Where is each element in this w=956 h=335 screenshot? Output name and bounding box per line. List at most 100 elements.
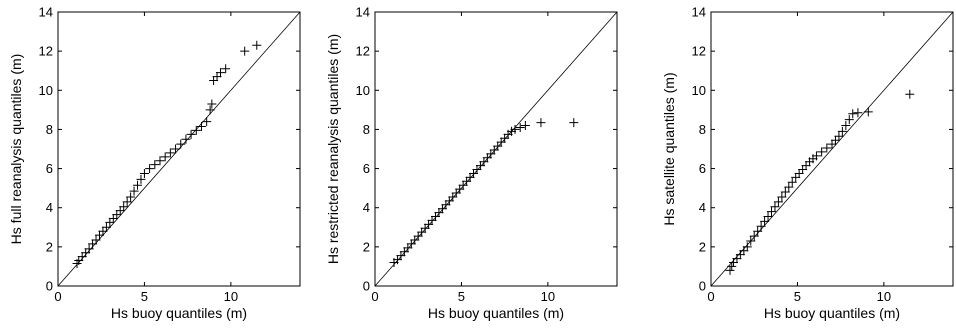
data-point <box>817 147 827 157</box>
y-tick-label: 8 <box>699 122 706 137</box>
x-tick-label: 5 <box>458 289 465 304</box>
x-axis-label: Hs buoy quantiles (m) <box>428 305 564 321</box>
data-point <box>520 121 530 131</box>
plot-frame <box>374 11 618 287</box>
plot-frame <box>57 11 301 287</box>
data-point <box>905 89 915 99</box>
x-tick-label: 0 <box>707 289 714 304</box>
y-tick-label: 8 <box>46 122 53 137</box>
data-point <box>160 152 170 162</box>
x-tick-label: 5 <box>794 289 801 304</box>
data-point <box>176 139 186 149</box>
data-point <box>186 129 196 139</box>
y-tick-label: 0 <box>46 279 53 294</box>
data-point <box>837 126 847 136</box>
data-point <box>760 216 770 226</box>
data-point <box>122 197 132 207</box>
data-point <box>727 261 737 271</box>
x-axis-label: Hs buoy quantiles (m) <box>111 305 247 321</box>
x-tick-label: 10 <box>877 289 891 304</box>
y-tick-label: 14 <box>356 5 370 20</box>
data-point <box>569 118 579 128</box>
data-point <box>746 236 756 246</box>
data-point <box>165 148 175 158</box>
data-point <box>202 117 212 127</box>
data-point <box>145 164 155 174</box>
y-tick-label: 12 <box>692 44 706 59</box>
data-point <box>84 244 94 254</box>
data-point <box>773 197 783 207</box>
data-point <box>822 143 832 153</box>
data-point <box>133 180 143 190</box>
data-point <box>119 202 129 212</box>
data-point <box>91 235 101 245</box>
y-tick-label: 6 <box>699 161 706 176</box>
data-point <box>784 182 794 192</box>
data-point <box>126 192 136 202</box>
data-point <box>215 68 225 78</box>
data-point <box>749 231 759 241</box>
data-point <box>780 187 790 197</box>
y-tick-label: 12 <box>39 44 53 59</box>
x-tick-label: 5 <box>141 289 148 304</box>
data-point <box>834 131 844 141</box>
x-tick-label: 0 <box>54 289 61 304</box>
data-point <box>207 99 217 109</box>
x-tick-label: 10 <box>224 289 238 304</box>
y-tick-label: 8 <box>363 122 370 137</box>
data-point <box>181 134 191 144</box>
chart-panel-3: 0 5 10 0 2 4 6 8 10 12 14 Hs buoy quantiles (m) Hs s… <box>661 5 954 321</box>
y-tick-label: 2 <box>46 239 53 254</box>
y-axis-label: Hs restricted reanalysis quantiles (m) <box>325 34 341 264</box>
y-tick-label: 6 <box>46 161 53 176</box>
chart-panel-2: 0 5 10 0 2 4 6 8 10 12 14 Hs buoy quantiles (m) Hs r… <box>325 5 618 321</box>
data-point <box>777 192 787 202</box>
y-tick-label: 6 <box>363 161 370 176</box>
data-point <box>515 122 525 132</box>
data-point <box>171 144 181 154</box>
y-tick-label: 14 <box>692 5 706 20</box>
y-tick-label: 10 <box>39 83 53 98</box>
data-point <box>756 221 766 231</box>
y-tick-label: 4 <box>46 200 53 215</box>
x-tick-label: 10 <box>541 289 555 304</box>
data-point <box>770 202 780 212</box>
data-point <box>844 115 854 125</box>
data-point <box>221 64 231 74</box>
data-point <box>742 242 752 252</box>
data-point <box>196 121 206 131</box>
y-tick-label: 2 <box>699 239 706 254</box>
chart-panel-1: 0 5 10 0 2 4 6 8 10 12 14 Hs buoy quantiles (m) Hs f… <box>8 5 301 321</box>
y-tick-label: 14 <box>39 5 53 20</box>
data-point <box>811 151 821 161</box>
y-tick-label: 4 <box>363 200 370 215</box>
data-point <box>252 40 262 50</box>
y-tick-label: 4 <box>699 200 706 215</box>
reference-line <box>710 11 954 287</box>
data-point <box>240 46 250 56</box>
data-point <box>510 124 520 134</box>
y-tick-label: 10 <box>356 83 370 98</box>
data-point <box>725 265 735 275</box>
data-point <box>150 160 160 170</box>
y-tick-label: 12 <box>356 44 370 59</box>
data-point <box>753 226 763 236</box>
data-point <box>841 121 851 131</box>
y-tick-label: 10 <box>692 83 706 98</box>
y-axis-label: Hs full reanalysis quantiles (m) <box>8 54 24 245</box>
data-point <box>863 107 873 117</box>
y-tick-label: 0 <box>363 279 370 294</box>
data-point <box>191 125 201 135</box>
data-point <box>848 109 858 119</box>
data-point <box>139 168 149 178</box>
data-point <box>136 174 146 184</box>
data-point <box>205 105 215 115</box>
x-axis-label: Hs buoy quantiles (m) <box>764 305 900 321</box>
data-point <box>767 207 776 217</box>
data-point <box>763 212 773 222</box>
data-point <box>155 156 165 166</box>
y-axis-label: Hs satellite quantiles (m) <box>661 72 677 225</box>
plot-frame <box>710 11 954 287</box>
y-tick-label: 0 <box>699 279 706 294</box>
